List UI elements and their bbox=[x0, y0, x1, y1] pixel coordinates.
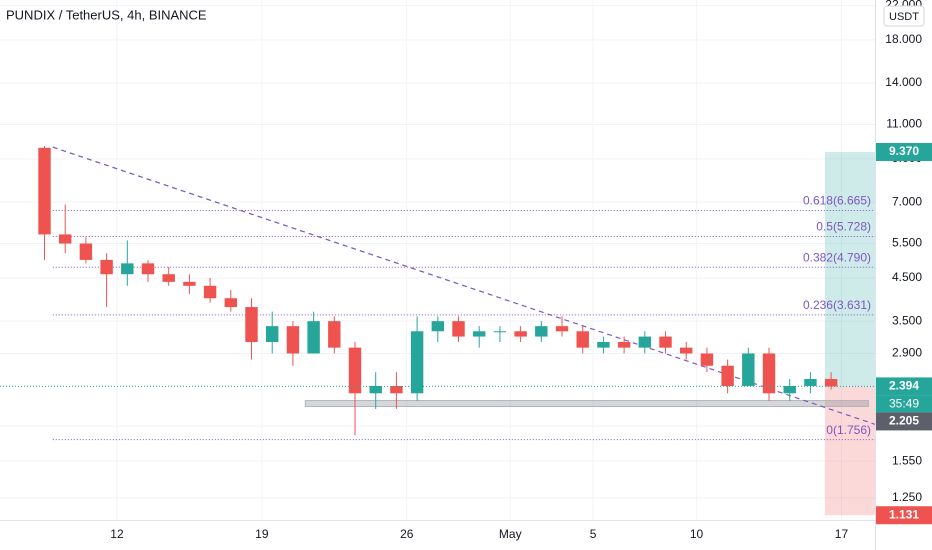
chart-title: PUNDIX / TetherUS, 4h, BINANCE bbox=[6, 7, 207, 22]
candle-body bbox=[79, 243, 93, 260]
target-price-label-box bbox=[876, 143, 932, 162]
candle-body bbox=[265, 326, 279, 343]
fib-level-label: 0.5(5.728) bbox=[816, 220, 871, 234]
candle-body bbox=[597, 342, 610, 348]
x-tick-label: 10 bbox=[690, 527, 704, 541]
candle-body bbox=[141, 263, 155, 275]
countdown-box bbox=[876, 395, 932, 413]
candle-body bbox=[473, 331, 486, 337]
fib-level-label: 0(1.756) bbox=[826, 423, 871, 437]
target-price-label: 9.370 bbox=[889, 144, 919, 158]
currency: USDT bbox=[889, 11, 919, 23]
candle-body bbox=[555, 326, 569, 332]
candle-body bbox=[245, 307, 258, 343]
x-tick-label: 19 bbox=[255, 527, 269, 541]
y-tick-label: 4.500 bbox=[892, 270, 922, 284]
y-tick-label: 2.900 bbox=[892, 346, 922, 360]
support-zone bbox=[304, 400, 869, 408]
candle-body bbox=[100, 259, 113, 275]
candle-body bbox=[762, 353, 776, 394]
candle-body bbox=[328, 321, 341, 348]
candle-body bbox=[742, 353, 755, 386]
y-tick-label: 1.250 bbox=[892, 490, 922, 504]
y-tick-label: 1.550 bbox=[892, 453, 922, 467]
position-stop-zone bbox=[824, 386, 875, 516]
fib-level-label: 0.618(6.665) bbox=[803, 194, 871, 208]
candle-body bbox=[390, 385, 403, 394]
candle-body bbox=[348, 347, 362, 394]
current-price-label-box bbox=[876, 377, 932, 396]
y-tick-label: 14.000 bbox=[885, 75, 922, 89]
current-price-label: 2.394 bbox=[889, 379, 919, 393]
fib-level-label: 0.236(3.631) bbox=[803, 298, 871, 312]
candle-body bbox=[369, 385, 382, 394]
candle-body bbox=[576, 331, 589, 348]
candle-body bbox=[824, 378, 838, 387]
candle-body bbox=[203, 285, 217, 299]
candle-body bbox=[121, 263, 134, 275]
y-tick-label: 11.000 bbox=[886, 117, 922, 131]
x-tick-label: May bbox=[499, 527, 522, 541]
candle-body bbox=[183, 281, 196, 286]
candle-body bbox=[617, 342, 631, 348]
candle-body bbox=[58, 234, 72, 244]
candle-body bbox=[700, 353, 714, 366]
x-tick-label: 5 bbox=[590, 527, 597, 541]
y-tick-label: 3.500 bbox=[892, 313, 922, 327]
currency-box[interactable] bbox=[883, 5, 925, 27]
countdown: 35:49 bbox=[889, 397, 919, 411]
candle-body bbox=[638, 336, 652, 348]
candle-body bbox=[721, 365, 734, 386]
candle-body bbox=[38, 147, 51, 235]
trendline bbox=[52, 146, 876, 425]
candle-body bbox=[431, 321, 445, 332]
x-tick-label: 17 bbox=[835, 527, 849, 541]
fib-level-label: 0.382(4.790) bbox=[803, 250, 871, 264]
candle-body bbox=[493, 331, 507, 333]
y-tick-label: 5.500 bbox=[892, 236, 922, 250]
candle-body bbox=[514, 331, 527, 337]
candle-body bbox=[307, 321, 320, 354]
candle-body bbox=[680, 347, 693, 354]
y-tick-label: 7.000 bbox=[892, 194, 922, 208]
candle-body bbox=[535, 326, 548, 337]
support-price-label-box bbox=[876, 412, 932, 431]
stop-price-label-box bbox=[876, 506, 932, 525]
support-price-label: 2.205 bbox=[889, 414, 919, 428]
x-tick-label: 12 bbox=[110, 527, 124, 541]
candle-body bbox=[804, 378, 817, 386]
candle-body bbox=[659, 336, 672, 348]
candle-body bbox=[162, 274, 175, 282]
candle-body bbox=[286, 326, 300, 354]
stop-price-label: 1.131 bbox=[889, 507, 919, 521]
x-tick-label: 26 bbox=[400, 527, 414, 541]
position-target-zone bbox=[824, 152, 875, 387]
candle-body bbox=[410, 331, 424, 394]
y-tick-label: 18.000 bbox=[885, 32, 922, 46]
candle-body bbox=[783, 385, 796, 394]
candle-body bbox=[224, 298, 238, 308]
candle-body bbox=[452, 321, 465, 337]
